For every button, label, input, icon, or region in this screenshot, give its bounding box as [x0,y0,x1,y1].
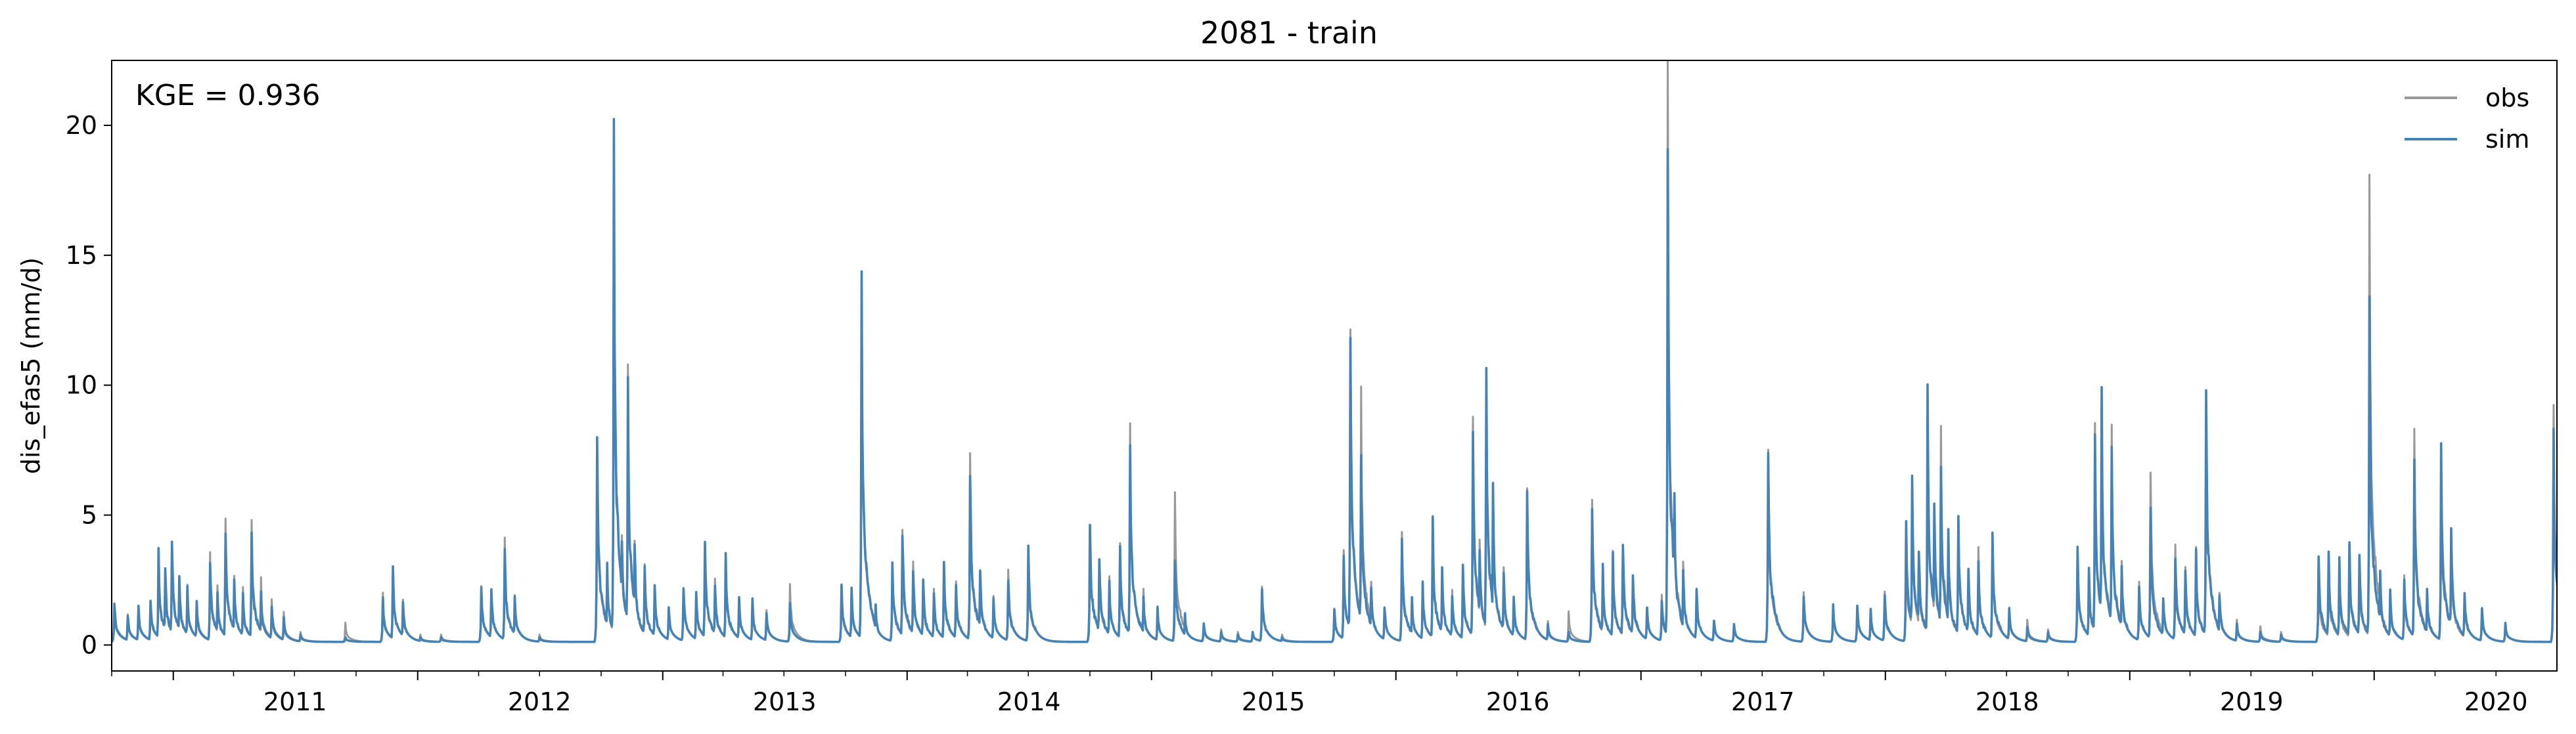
x-tick-label: 2013 [753,687,817,716]
legend-obs-label: obs [2485,83,2529,112]
y-tick-label: 0 [81,630,97,659]
x-tick-label: 2012 [508,687,572,716]
y-axis: 0 5 10 15 20 [66,111,112,659]
y-tick-label: 5 [81,501,97,530]
y-axis-label: dis_efas5 (mm/d) [16,257,45,474]
legend-sim-label: sim [2485,125,2529,154]
x-tick-label: 2015 [1242,687,1305,716]
x-axis: 2011 2012 2013 2014 2015 2016 2017 2018 2019 2020 [111,671,2528,716]
legend: obs sim [2405,83,2529,154]
x-tick-label: 2017 [1731,687,1795,716]
series-layer [112,60,2557,643]
x-tick-label: 2020 [2464,687,2528,716]
x-tick-label: 2018 [1976,687,2039,716]
y-tick-label: 10 [66,371,97,400]
series-line-sim [112,118,2557,643]
y-tick-label: 15 [66,241,97,270]
x-tick-label: 2019 [2220,687,2284,716]
y-tick-label: 20 [66,111,97,140]
x-tick-label: 2014 [997,687,1061,716]
x-tick-label: 2016 [1486,687,1550,716]
chart-title: 2081 - train [1200,15,1378,51]
kge-annotation: KGE = 0.936 [135,79,321,112]
x-tick-label: 2011 [263,687,327,716]
